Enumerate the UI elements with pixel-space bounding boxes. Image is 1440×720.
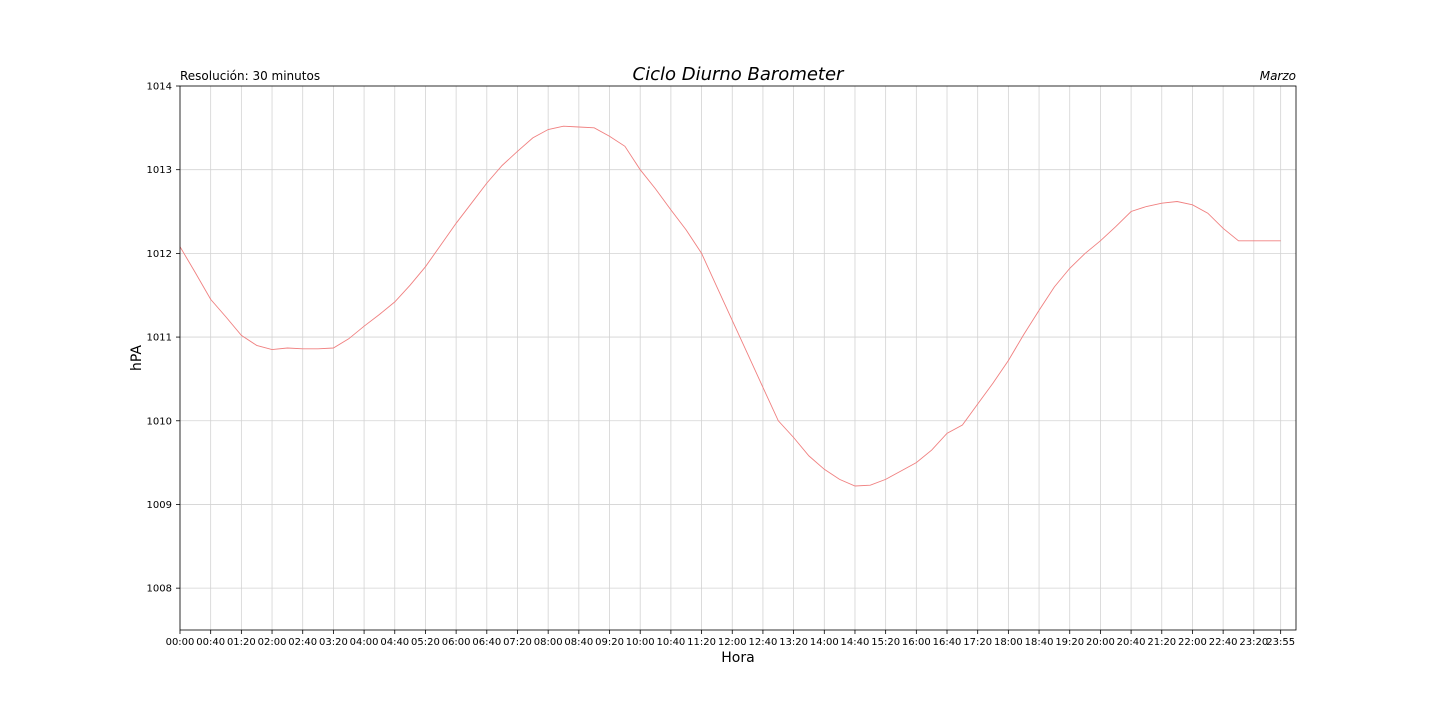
x-tick-label: 15:20 (871, 637, 900, 648)
x-tick-label: 05:20 (411, 637, 440, 648)
y-tick-label: 1009 (147, 500, 172, 511)
x-tick-label: 20:00 (1086, 637, 1115, 648)
y-tick-label: 1013 (147, 165, 172, 176)
y-axis-ticks: 1008 1009 1010 1011 1012 1013 1014 (147, 82, 180, 595)
x-tick-label: 12:40 (749, 637, 778, 648)
x-tick-label: 00:00 (166, 637, 195, 648)
x-tick-label: 20:40 (1117, 637, 1146, 648)
x-tick-label: 02:00 (258, 637, 287, 648)
y-tick-label: 1014 (147, 82, 172, 93)
x-tick-label: 19:20 (1055, 637, 1084, 648)
x-tick-label: 06:40 (472, 637, 501, 648)
x-tick-label: 22:00 (1178, 637, 1207, 648)
x-tick-label: 21:20 (1147, 637, 1176, 648)
x-tick-label: 16:00 (902, 637, 931, 648)
x-tick-label: 00:40 (196, 637, 225, 648)
y-tick-label: 1008 (147, 584, 172, 595)
x-tick-label: 07:20 (503, 637, 532, 648)
y-tick-label: 1010 (147, 416, 172, 427)
x-tick-label: 14:00 (810, 637, 839, 648)
x-tick-label: 12:00 (718, 637, 747, 648)
x-tick-label: 13:20 (779, 637, 808, 648)
x-tick-label: 17:20 (963, 637, 992, 648)
x-tick-label: 04:40 (380, 637, 409, 648)
y-tick-label: 1011 (147, 333, 172, 344)
x-tick-label: 01:20 (227, 637, 256, 648)
x-tick-label: 18:00 (994, 637, 1023, 648)
x-tick-label: 14:40 (841, 637, 870, 648)
x-tick-label: 22:40 (1209, 637, 1238, 648)
x-tick-label: 06:00 (442, 637, 471, 648)
x-tick-label: 08:40 (564, 637, 593, 648)
x-tick-label: 23:20 (1239, 637, 1268, 648)
x-tick-label: 03:20 (319, 637, 348, 648)
chart-subtitle-left: Resolución: 30 minutos (180, 69, 320, 83)
x-axis-label: Hora (721, 650, 754, 666)
x-tick-label: 08:00 (534, 637, 563, 648)
x-tick-label: 09:20 (595, 637, 624, 648)
x-tick-label: 18:40 (1025, 637, 1054, 648)
x-axis-ticks: 00:00 00:40 01:20 02:00 02:40 03:20 04:00 04:40… (166, 630, 1295, 648)
x-tick-label: 23:55 (1266, 637, 1295, 648)
series-layer (179, 125, 1281, 487)
y-tick-label: 1012 (147, 249, 172, 260)
series-line (179, 125, 1281, 487)
x-tick-label: 16:40 (933, 637, 962, 648)
x-tick-label: 11:20 (687, 637, 716, 648)
x-tick-label: 02:40 (288, 637, 317, 648)
plot-frame (179, 85, 1297, 631)
x-tick-label: 10:40 (656, 637, 685, 648)
x-tick-label: 04:00 (350, 637, 379, 648)
chart-subtitle-right: Marzo (1260, 69, 1296, 83)
chart-title: Ciclo Diurno Barometer (633, 64, 846, 85)
grid (179, 85, 1296, 630)
y-axis-label: hPA (129, 345, 145, 371)
x-tick-label: 10:00 (626, 637, 655, 648)
